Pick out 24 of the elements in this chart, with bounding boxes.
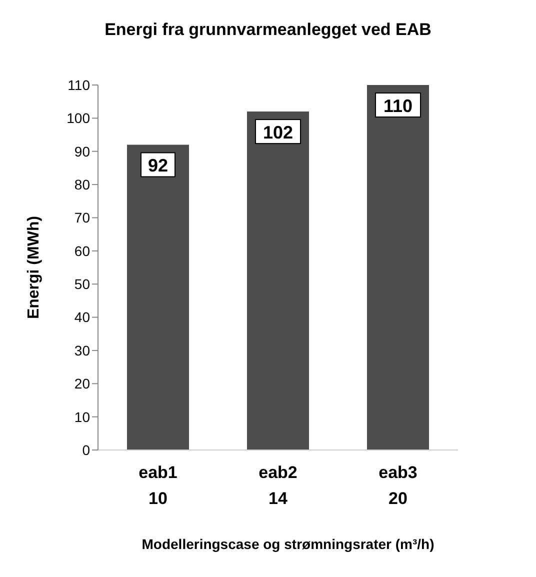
bar (367, 85, 429, 450)
chart-title: Energi fra grunnvarmeanlegget ved EAB (104, 19, 432, 41)
y-tick-label: 110 (68, 76, 90, 93)
x-tick-label: eab1 10 (138, 463, 178, 508)
data-label: 102 (262, 122, 294, 143)
y-tick-label: 80 (74, 176, 90, 193)
x-tick-label: eab2 14 (258, 463, 298, 508)
y-tick-label: 30 (74, 342, 90, 358)
y-tick-label: 70 (74, 210, 90, 226)
y-tick-label: 60 (74, 242, 90, 259)
y-axis-title: Energi (MWh) (26, 216, 43, 320)
y-tick-label: 40 (74, 309, 90, 326)
bar (127, 144, 189, 450)
y-tick-label: 90 (74, 143, 90, 160)
y-tick-label: 0 (82, 442, 90, 458)
y-tick-label: 50 (74, 276, 90, 292)
bar (247, 112, 309, 450)
x-axis-title: Modelleringscase og strømningsrater (m³/h) (140, 536, 436, 552)
data-label: 92 (148, 156, 168, 176)
y-tick-label: 10 (74, 408, 90, 425)
y-tick-label: 20 (74, 376, 90, 392)
x-tick-label: eab3 20 (378, 463, 418, 508)
y-tick-label: 100 (66, 110, 90, 126)
data-label: 110 (383, 96, 413, 116)
